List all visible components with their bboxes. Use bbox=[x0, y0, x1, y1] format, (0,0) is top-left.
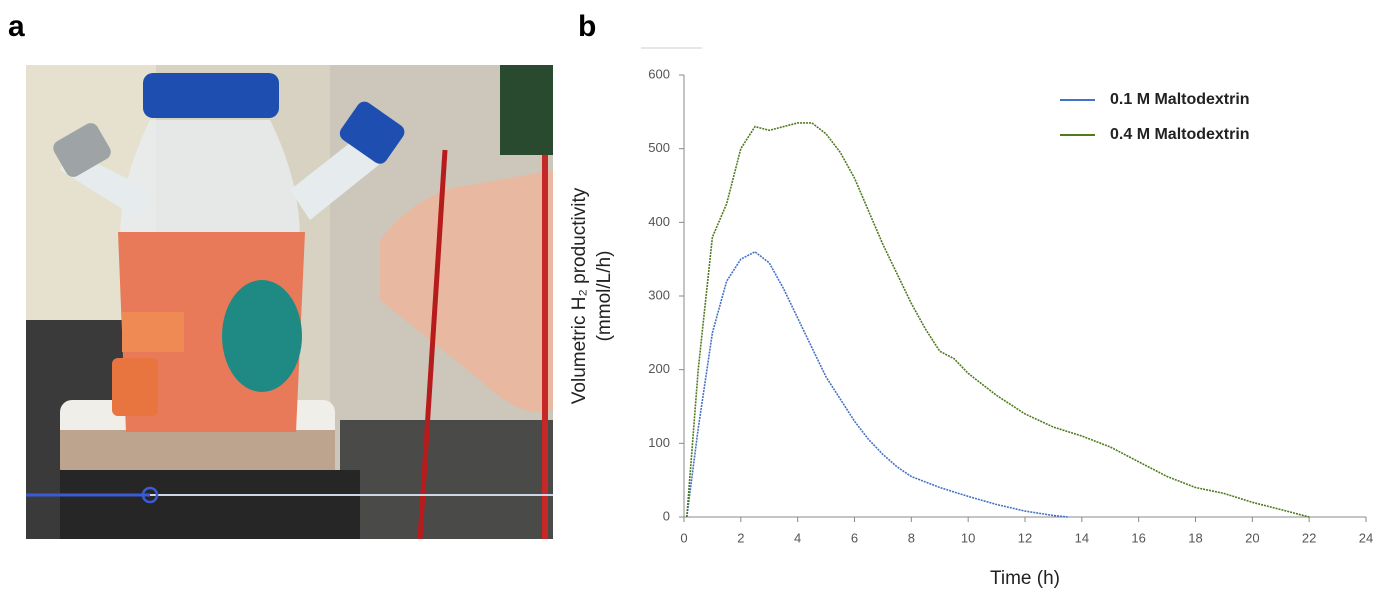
x-tick-label: 16 bbox=[1131, 530, 1145, 545]
y-tick-label: 100 bbox=[648, 435, 670, 450]
y-axis-title: (mmol/L/h) bbox=[594, 251, 615, 342]
panel-label: a bbox=[8, 10, 25, 43]
x-tick-label: 22 bbox=[1302, 530, 1316, 545]
data-line bbox=[686, 250, 1068, 518]
x-tick-label: 8 bbox=[908, 530, 915, 545]
x-tick-label: 0 bbox=[680, 530, 687, 545]
x-tick-label: 10 bbox=[961, 530, 975, 545]
legend-label: 0.4 M Maltodextrin bbox=[1110, 126, 1250, 143]
x-tick-label: 4 bbox=[794, 530, 801, 545]
data-line bbox=[686, 122, 1310, 518]
photo bbox=[26, 65, 553, 540]
x-tick-label: 14 bbox=[1075, 530, 1089, 545]
x-tick-label: 20 bbox=[1245, 530, 1259, 545]
x-axis-title: Time (h) bbox=[990, 568, 1060, 589]
y-axis-title: Volumetric H₂ productivity bbox=[569, 187, 590, 404]
legend-label: 0.1 M Maltodextrin bbox=[1110, 91, 1250, 108]
y-tick-label: 200 bbox=[648, 361, 670, 376]
x-tick-label: 12 bbox=[1018, 530, 1032, 545]
x-tick-label: 24 bbox=[1359, 530, 1373, 545]
panel-label: b bbox=[578, 10, 596, 43]
x-tick-label: 6 bbox=[851, 530, 858, 545]
x-tick-label: 2 bbox=[737, 530, 744, 545]
y-tick-label: 400 bbox=[648, 214, 670, 229]
y-tick-label: 500 bbox=[648, 140, 670, 155]
y-tick-label: 0 bbox=[663, 508, 670, 523]
y-tick-label: 300 bbox=[648, 287, 670, 302]
y-tick-label: 600 bbox=[648, 66, 670, 81]
x-tick-label: 18 bbox=[1188, 530, 1202, 545]
